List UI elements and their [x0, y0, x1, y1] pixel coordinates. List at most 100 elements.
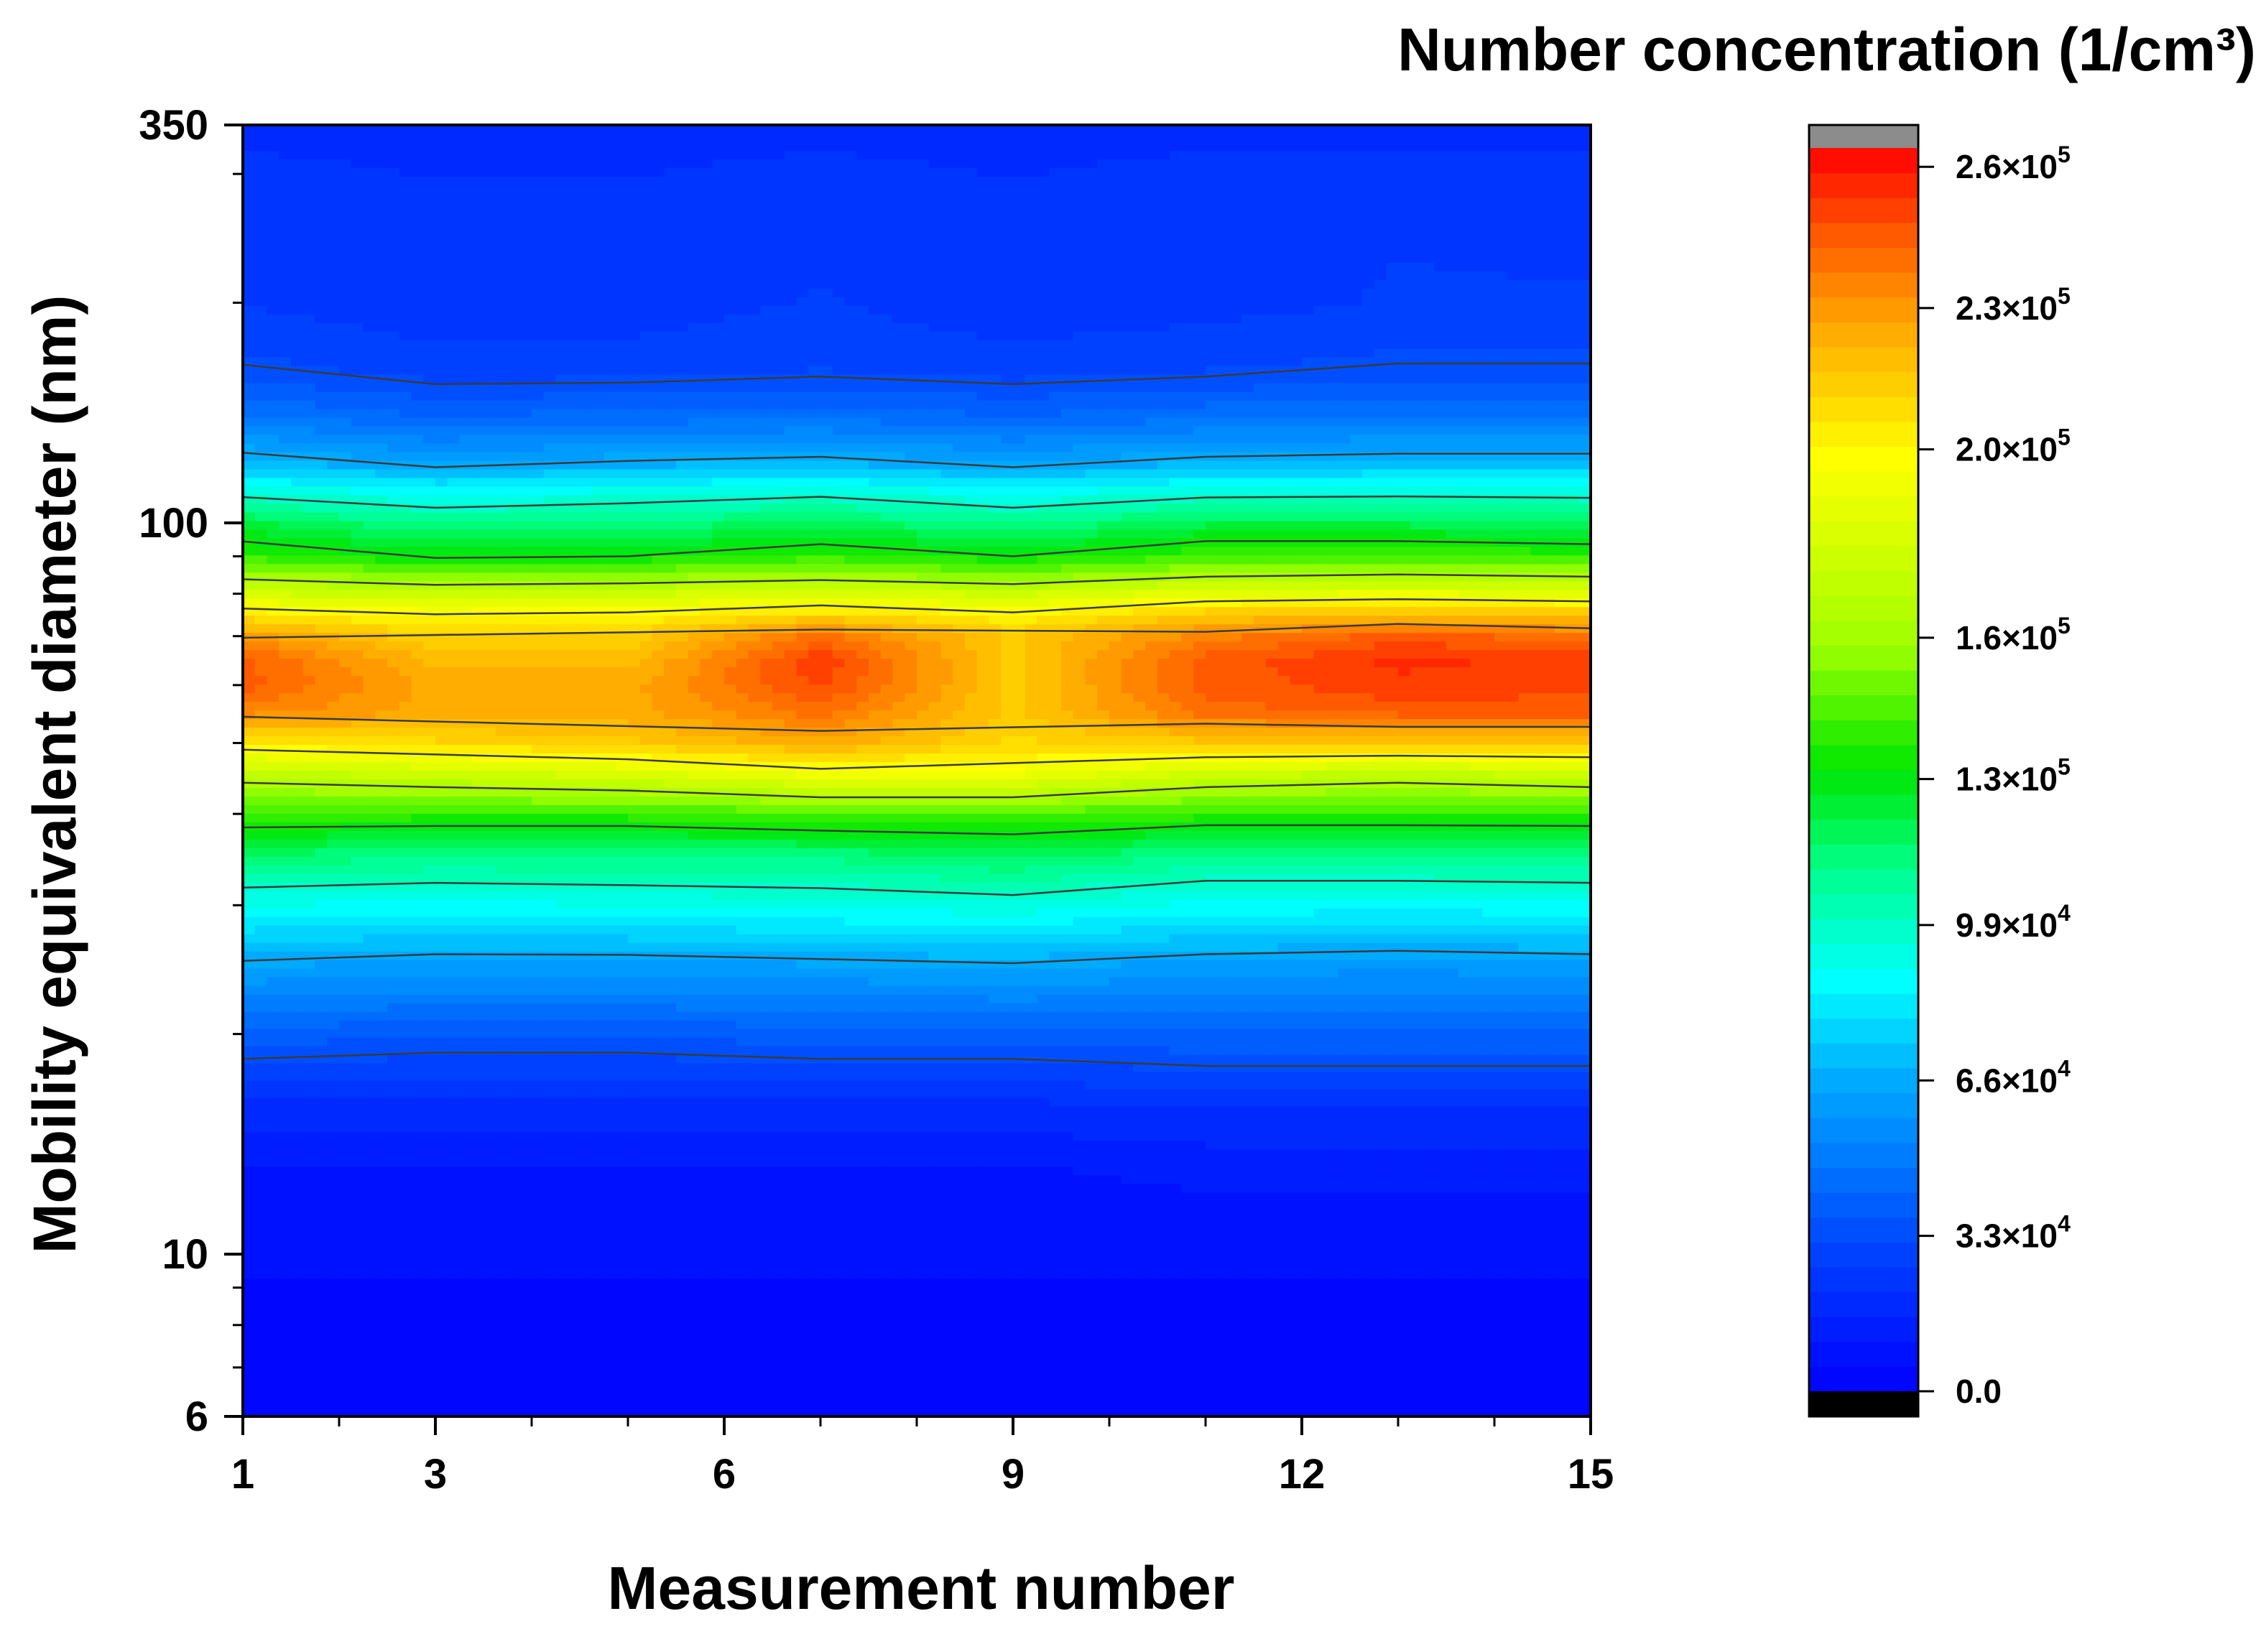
heatmap-cell — [845, 340, 857, 350]
heatmap-cell — [1507, 203, 1519, 212]
heatmap-cell — [448, 289, 460, 298]
heatmap-cell — [339, 332, 351, 341]
heatmap-cell — [989, 168, 1002, 177]
heatmap-cell — [255, 203, 267, 212]
heatmap-cell — [652, 280, 665, 289]
heatmap-cell — [351, 272, 364, 281]
heatmap-cell — [664, 392, 676, 402]
heatmap-cell — [1519, 220, 1531, 229]
heatmap-cell — [1182, 168, 1194, 177]
heatmap-cell — [255, 142, 267, 152]
heatmap-cell — [953, 418, 965, 427]
heatmap-cell — [255, 228, 267, 238]
heatmap-cell — [1109, 263, 1122, 272]
heatmap-cell — [712, 401, 724, 410]
heatmap-cell — [760, 306, 772, 315]
heatmap-cell — [1398, 237, 1410, 246]
heatmap-cell — [917, 263, 929, 272]
heatmap-cell — [1578, 401, 1591, 410]
heatmap-cell — [724, 315, 736, 324]
heatmap-cell — [604, 332, 616, 341]
heatmap-cell — [291, 194, 303, 203]
heatmap-cell — [616, 280, 628, 289]
heatmap-cell — [1471, 427, 1483, 436]
heatmap-cell — [375, 392, 387, 402]
heatmap-cell — [291, 211, 303, 221]
heatmap-cell — [1543, 203, 1555, 212]
heatmap-cell — [592, 246, 604, 255]
heatmap-cell — [496, 272, 508, 281]
heatmap-cell — [688, 427, 700, 436]
heatmap-cell — [1578, 340, 1591, 350]
heatmap-cell — [604, 185, 616, 195]
heatmap-cell — [544, 340, 556, 350]
heatmap-cell — [917, 134, 929, 143]
heatmap-cell — [1073, 349, 1086, 358]
heatmap-cell — [1013, 151, 1025, 160]
heatmap-cell — [1386, 194, 1398, 203]
heatmap-cell — [544, 384, 556, 393]
heatmap-cell — [1446, 203, 1458, 212]
heatmap-cell — [399, 349, 412, 358]
heatmap-cell — [1254, 263, 1266, 272]
heatmap-cell — [664, 168, 676, 177]
heatmap-cell — [1037, 392, 1050, 402]
heatmap-cell — [1555, 280, 1567, 289]
heatmap-cell — [1423, 254, 1435, 264]
heatmap-cell — [1013, 392, 1025, 402]
heatmap-cell — [965, 177, 977, 186]
heatmap-cell — [315, 340, 328, 350]
heatmap-cell — [856, 323, 869, 333]
heatmap-cell — [496, 280, 508, 289]
heatmap-cell — [736, 289, 749, 298]
heatmap-cell — [1049, 211, 1061, 221]
heatmap-cell — [941, 177, 953, 186]
heatmap-cell — [1013, 177, 1025, 186]
heatmap-cell — [1567, 254, 1579, 264]
heatmap-cell — [1555, 237, 1567, 246]
heatmap-cell — [399, 332, 412, 341]
heatmap-cell — [1001, 435, 1013, 445]
heatmap-cell — [303, 237, 315, 246]
heatmap-cell — [1471, 280, 1483, 289]
heatmap-cell — [1507, 358, 1519, 367]
heatmap-cell — [339, 177, 351, 186]
heatmap-cell — [1530, 384, 1543, 393]
heatmap-cell — [700, 220, 713, 229]
heatmap-cell — [592, 435, 604, 445]
heatmap-cell — [1193, 289, 1206, 298]
heatmap-cell — [616, 306, 628, 315]
heatmap-cell — [1482, 151, 1494, 160]
heatmap-cell — [797, 194, 809, 203]
heatmap-cell — [941, 168, 953, 177]
heatmap-cell — [736, 384, 749, 393]
heatmap-cell — [1567, 280, 1579, 289]
heatmap-cell — [423, 358, 435, 367]
heatmap-cell — [772, 401, 785, 410]
heatmap-cell — [1543, 254, 1555, 264]
heatmap-cell — [749, 409, 761, 419]
heatmap-cell — [1362, 203, 1374, 212]
heatmap-cell — [1326, 194, 1338, 203]
heatmap-cell — [315, 435, 328, 445]
heatmap-cell — [977, 349, 989, 358]
heatmap-cell — [1471, 246, 1483, 255]
heatmap-cell — [315, 228, 328, 238]
heatmap-cell — [1061, 401, 1073, 410]
heatmap-cell — [327, 134, 339, 143]
heatmap-cell — [628, 366, 640, 376]
heatmap-cell — [1254, 392, 1266, 402]
heatmap-cell — [772, 349, 785, 358]
heatmap-cell — [1314, 366, 1326, 376]
heatmap-cell — [1530, 159, 1543, 169]
heatmap-cell — [580, 315, 592, 324]
heatmap-cell — [1555, 332, 1567, 341]
heatmap-cell — [1086, 159, 1098, 169]
heatmap-cell — [760, 194, 772, 203]
heatmap-cell — [760, 263, 772, 272]
heatmap-cell — [1567, 384, 1579, 393]
heatmap-cell — [1423, 280, 1435, 289]
heatmap-cell — [772, 194, 785, 203]
heatmap-cell — [785, 332, 797, 341]
heatmap-cell — [303, 134, 315, 143]
